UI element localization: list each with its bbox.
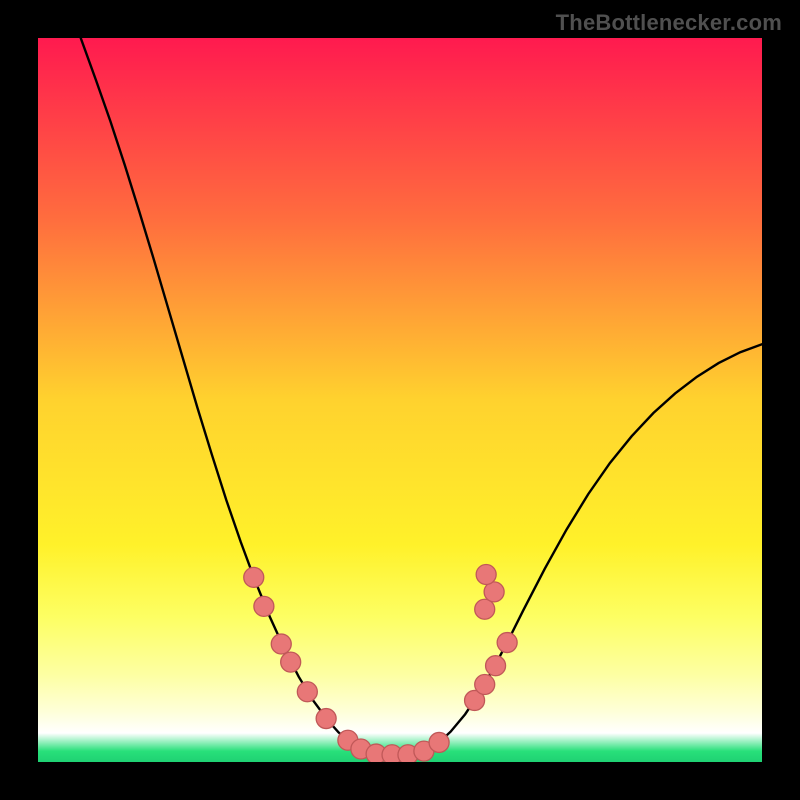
data-marker: [281, 652, 301, 672]
data-marker: [271, 634, 291, 654]
data-marker: [475, 599, 495, 619]
data-marker: [244, 567, 264, 587]
data-marker: [254, 596, 274, 616]
plot-area: [38, 38, 762, 762]
watermark-text: TheBottlenecker.com: [556, 10, 782, 36]
data-marker: [497, 633, 517, 653]
data-marker: [475, 675, 495, 695]
data-marker: [429, 732, 449, 752]
data-marker: [486, 656, 506, 676]
gradient-background: [38, 38, 762, 762]
chart-stage: TheBottlenecker.com: [0, 0, 800, 800]
plot-svg: [38, 38, 762, 762]
data-marker: [476, 564, 496, 584]
data-marker: [316, 709, 336, 729]
data-marker: [297, 682, 317, 702]
